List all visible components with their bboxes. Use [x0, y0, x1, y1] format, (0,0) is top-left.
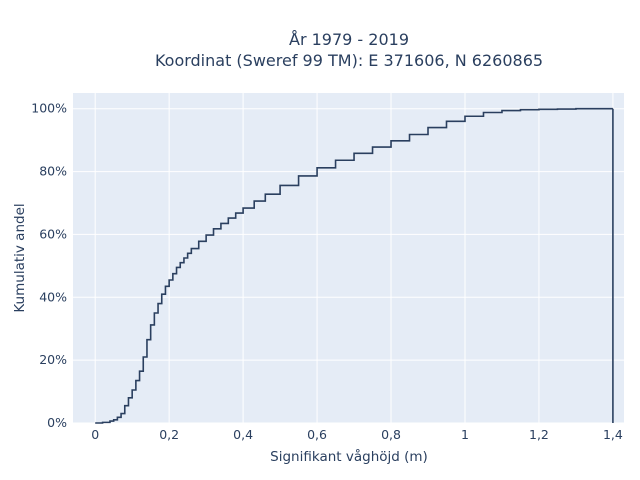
y-tick-label: 0% — [47, 415, 67, 430]
x-tick-label: 1 — [461, 427, 469, 442]
x-axis-title: Signifikant våghöjd (m) — [270, 448, 428, 465]
x-tick-label: 1,4 — [603, 427, 623, 442]
x-tick-label: 0,6 — [307, 427, 327, 442]
series-line — [95, 107, 613, 424]
x-tick-label: 0 — [91, 427, 99, 442]
chart-title: År 1979 - 2019 — [289, 30, 409, 49]
plot-area — [73, 93, 624, 423]
y-tick-label: 60% — [39, 226, 67, 241]
x-tick-label: 0,2 — [159, 427, 179, 442]
tick-labels: 0 0,2 0,4 0,6 0,8 1 1,2 1,4 0% 20% 40% 60% 80% 100% — [31, 101, 623, 442]
y-tick-label: 40% — [39, 289, 67, 304]
y-tick-label: 20% — [39, 352, 67, 367]
grid-lines — [73, 93, 624, 424]
y-tick-label: 100% — [31, 101, 67, 116]
x-tick-label: 0,4 — [233, 427, 253, 442]
y-tick-label: 80% — [39, 164, 67, 179]
y-axis-title: Kumulativ andel — [12, 203, 28, 312]
chart-subtitle: Koordinat (Sweref 99 TM): E 371606, N 62… — [155, 51, 543, 70]
x-tick-label: 1,2 — [529, 427, 549, 442]
x-tick-label: 0,8 — [381, 427, 401, 442]
